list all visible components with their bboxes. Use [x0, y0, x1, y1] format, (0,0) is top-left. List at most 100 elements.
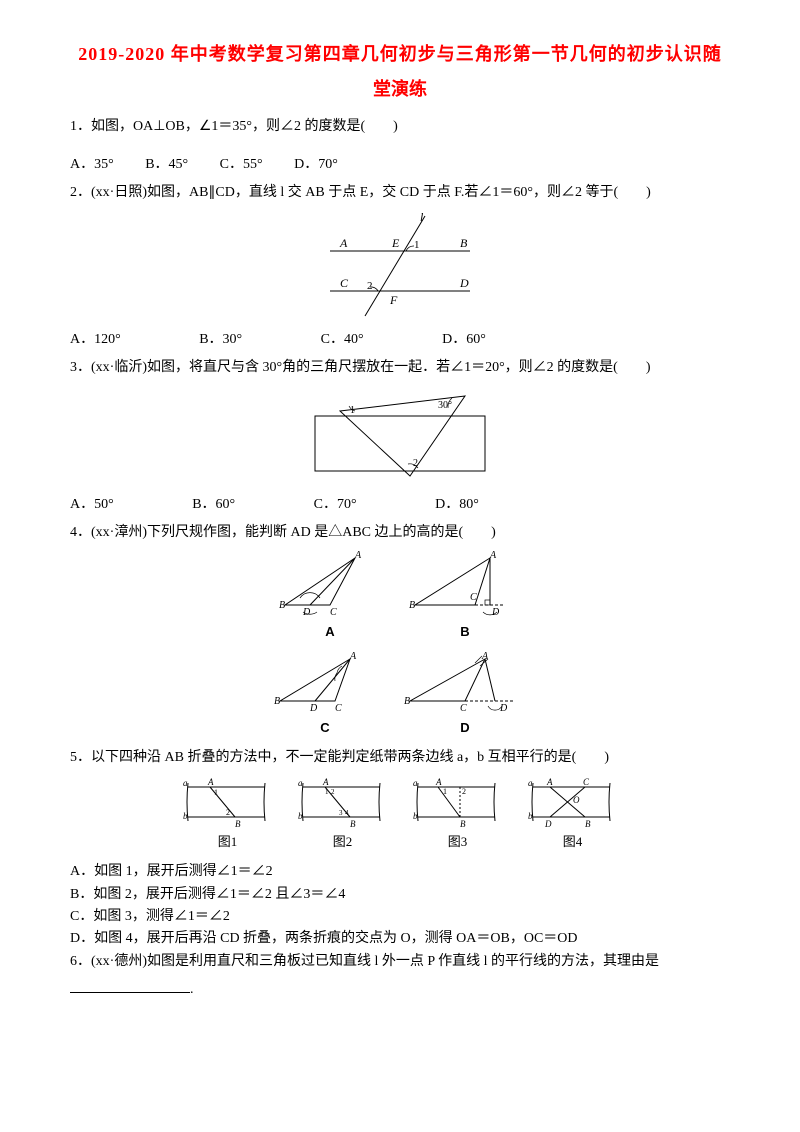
- question-3: 3．(xx·临沂)如图，将直尺与含 30°角的三角尺摆放在一起．若∠1＝20°，…: [70, 357, 730, 379]
- svg-text:C: C: [335, 703, 342, 714]
- q3-opt-b: B．60°: [192, 494, 235, 516]
- svg-text:B: B: [404, 696, 410, 707]
- svg-text:B: B: [279, 600, 285, 611]
- label-B: B: [460, 236, 468, 250]
- question-4: 4．(xx·漳州)下列尺规作图，能判断 AD 是△ABC 边上的高的是( ): [70, 522, 730, 544]
- q3-text: 3．(xx·临沂)如图，将直尺与含 30°角的三角尺摆放在一起．若∠1＝20°，…: [70, 360, 651, 375]
- label-30: 30°: [438, 400, 452, 411]
- label-A: A: [339, 236, 348, 250]
- q5-figures: a b A B 1 2 图1 a b A B 1 2 3: [70, 775, 730, 853]
- svg-text:B: B: [350, 819, 356, 829]
- q1-opt-b: B．45°: [145, 154, 188, 176]
- svg-text:A: A: [481, 651, 489, 662]
- q3-options: A．50° B．60° C．70° D．80°: [70, 494, 730, 516]
- title-line-1: 2019-2020 年中考数学复习第四章几何初步与三角形第一节几何的初步认识随: [70, 40, 730, 69]
- q3-opt-a: A．50°: [70, 494, 114, 516]
- q3-figure: 1 2 30°: [70, 386, 730, 486]
- svg-text:A: A: [322, 777, 329, 787]
- q6-text: 6．(xx·德州)如图是利用直尺和三角板过已知直线 l 外一点 P 作直线 l …: [70, 954, 659, 969]
- svg-text:1: 1: [325, 788, 329, 796]
- svg-text:D: D: [302, 607, 311, 618]
- svg-text:A: A: [435, 777, 442, 787]
- svg-text:A: A: [546, 777, 553, 787]
- q1-text: 1．如图，OA⊥OB，∠1＝35°，则∠2 的度数是( ): [70, 119, 398, 134]
- svg-text:A: A: [207, 777, 214, 787]
- svg-text:D: D: [491, 607, 500, 618]
- q4-text: 4．(xx·漳州)下列尺规作图，能判断 AD 是△ABC 边上的高的是( ): [70, 525, 496, 540]
- q1-opt-d: D．70°: [294, 154, 338, 176]
- q4-fig-a: A B C D A: [275, 550, 385, 643]
- label-E: E: [391, 236, 400, 250]
- q5-opt-b: B．如图 2，展开后测得∠1＝∠2 且∠3＝∠4: [70, 884, 730, 906]
- question-1: 1．如图，OA⊥OB，∠1＝35°，则∠2 的度数是( ): [70, 116, 730, 138]
- q4-fig-b: A B C D B: [405, 550, 525, 643]
- q2-text: 2．(xx·日照)如图，AB∥CD，直线 l 交 AB 于点 E，交 CD 于点…: [70, 185, 651, 200]
- svg-text:A: A: [489, 550, 497, 561]
- q2-opt-c: C．40°: [321, 329, 364, 351]
- svg-text:C: C: [583, 777, 590, 787]
- question-5: 5．以下四种沿 AB 折叠的方法中，不一定能判定纸带两条边线 a，b 互相平行的…: [70, 747, 730, 769]
- svg-text:B: B: [585, 819, 591, 829]
- q5-fig-1: a b A B 1 2 图1: [180, 775, 275, 853]
- svg-text:2: 2: [226, 808, 230, 817]
- q4-fig-d: A B C D D: [400, 651, 530, 739]
- blank-underline: [70, 979, 190, 993]
- svg-text:3: 3: [339, 809, 343, 817]
- svg-text:4: 4: [345, 809, 349, 817]
- q2-options: A．120° B．30° C．40° D．60°: [70, 329, 730, 351]
- svg-text:a: a: [183, 778, 188, 788]
- svg-text:D: D: [499, 703, 508, 714]
- svg-text:2: 2: [462, 787, 466, 796]
- q6-blank-line: .: [70, 979, 730, 1001]
- q4-figures: A B C D A A B C D B: [70, 550, 730, 643]
- svg-text:C: C: [460, 703, 467, 714]
- svg-text:B: B: [460, 819, 466, 829]
- q3-opt-c: C．70°: [314, 494, 357, 516]
- svg-text:1: 1: [214, 788, 218, 797]
- svg-text:D: D: [544, 819, 552, 829]
- q2-opt-a: A．120°: [70, 329, 121, 351]
- svg-text:a: a: [528, 778, 533, 788]
- label-F: F: [389, 293, 398, 307]
- q2-opt-b: B．30°: [199, 329, 242, 351]
- label-C: C: [340, 276, 349, 290]
- svg-text:B: B: [409, 600, 415, 611]
- question-2: 2．(xx·日照)如图，AB∥CD，直线 l 交 AB 于点 E，交 CD 于点…: [70, 182, 730, 204]
- svg-text:b: b: [183, 811, 188, 821]
- svg-text:b: b: [528, 811, 533, 821]
- svg-text:a: a: [413, 778, 418, 788]
- svg-text:b: b: [413, 811, 418, 821]
- label-D: D: [459, 276, 469, 290]
- q5-opt-a: A．如图 1，展开后测得∠1＝∠2: [70, 861, 730, 883]
- q5-fig-4: a b A B C D O 图4: [525, 775, 620, 853]
- svg-text:C: C: [330, 607, 337, 618]
- q1-opt-c: C．55°: [220, 154, 263, 176]
- q5-opt-d: D．如图 4，展开后再沿 CD 折叠，两条折痕的交点为 O，测得 OA＝OB，O…: [70, 928, 730, 950]
- svg-text:D: D: [309, 703, 318, 714]
- label-2: 2: [367, 280, 373, 292]
- svg-text:B: B: [235, 819, 241, 829]
- svg-text:A: A: [354, 550, 362, 561]
- q4-figures-2: A B C D C A B C D D: [70, 651, 730, 739]
- label-l: l: [420, 211, 424, 224]
- q5-fig-2: a b A B 1 2 3 4 图2: [295, 775, 390, 853]
- q1-options: A．35° B．45° C．55° D．70°: [70, 154, 730, 176]
- title-line-2: 堂演练: [70, 75, 730, 104]
- svg-text:a: a: [298, 778, 303, 788]
- q5-fig-3: a b A B 1 2 图3: [410, 775, 505, 853]
- q2-figure: l A B C D E F 1 2: [70, 211, 730, 321]
- svg-text:B: B: [274, 696, 280, 707]
- q2-opt-d: D．60°: [442, 329, 486, 351]
- q5-text: 5．以下四种沿 AB 折叠的方法中，不一定能判定纸带两条边线 a，b 互相平行的…: [70, 750, 609, 765]
- question-6: 6．(xx·德州)如图是利用直尺和三角板过已知直线 l 外一点 P 作直线 l …: [70, 951, 730, 973]
- svg-text:2: 2: [331, 788, 335, 796]
- q6-period: .: [190, 982, 194, 997]
- q4-fig-c: A B C D C: [270, 651, 380, 739]
- svg-text:b: b: [298, 811, 303, 821]
- label-1: 1: [414, 239, 420, 251]
- q1-opt-a: A．35°: [70, 154, 114, 176]
- q3-opt-d: D．80°: [435, 494, 479, 516]
- svg-text:C: C: [470, 592, 477, 603]
- svg-text:1: 1: [443, 787, 447, 796]
- svg-text:O: O: [573, 795, 580, 805]
